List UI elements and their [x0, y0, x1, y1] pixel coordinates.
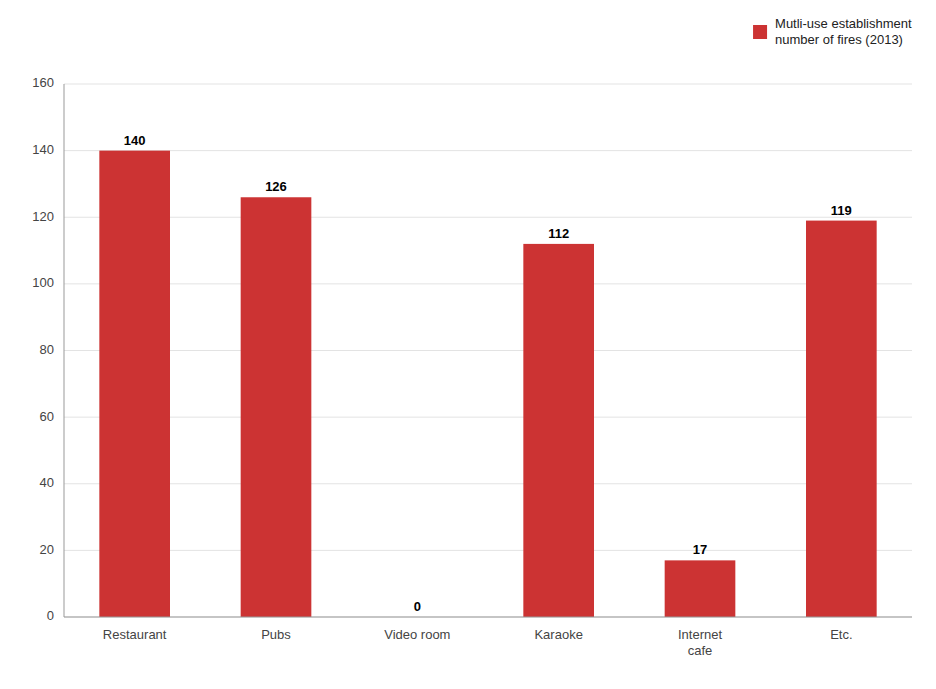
y-tick-label: 40	[40, 475, 54, 490]
grid-line	[64, 283, 912, 284]
x-tick-label: Internetcafe	[678, 627, 722, 658]
legend-swatch	[753, 25, 767, 39]
y-tick-label: 100	[32, 275, 54, 290]
x-tick-label: Karaoke	[534, 627, 582, 642]
x-axis-line	[64, 617, 912, 618]
data-label: 119	[831, 203, 852, 218]
bar	[665, 560, 736, 617]
y-tick-label: 20	[40, 542, 54, 557]
x-tick-label: Video room	[384, 627, 450, 642]
y-tick-label: 80	[40, 342, 54, 357]
y-tick-label: 160	[32, 75, 54, 90]
grid-line	[64, 417, 912, 418]
data-label: 17	[693, 542, 707, 557]
grid-line	[64, 550, 912, 551]
grid	[64, 84, 912, 617]
data-label: 112	[548, 226, 569, 241]
grid-line	[64, 150, 912, 151]
y-axis-line	[64, 84, 65, 617]
chart-container: 0 20 40 60 80 100 120 140 160 140 126 0 112 17 119 Rest…	[0, 0, 936, 689]
data-label: 0	[414, 599, 421, 614]
bar	[99, 151, 170, 617]
y-tick-label: 60	[40, 409, 54, 424]
bars	[99, 151, 876, 617]
legend: Mutli-use establishmentnumber of fires (…	[753, 16, 912, 47]
bar	[523, 244, 594, 617]
grid-line	[64, 483, 912, 484]
bar	[806, 221, 877, 617]
grid-line	[64, 217, 912, 218]
x-tick-label: Restaurant	[103, 627, 167, 642]
grid-line	[64, 617, 912, 618]
x-tick-label: Pubs	[261, 627, 291, 642]
grid-line	[64, 350, 912, 351]
grid-line	[64, 84, 912, 85]
bar	[241, 197, 312, 617]
x-tick-label: Etc.	[830, 627, 852, 642]
data-label: 140	[124, 133, 146, 148]
y-tick-label: 120	[32, 209, 54, 224]
legend-label: Mutli-use establishmentnumber of fires (…	[775, 16, 912, 47]
data-label: 126	[265, 179, 287, 194]
background	[0, 0, 936, 689]
y-tick-label: 0	[47, 608, 54, 623]
chart: 0 20 40 60 80 100 120 140 160 140 126 0 112 17 119 Rest…	[0, 0, 936, 689]
y-tick-label: 140	[32, 142, 54, 157]
